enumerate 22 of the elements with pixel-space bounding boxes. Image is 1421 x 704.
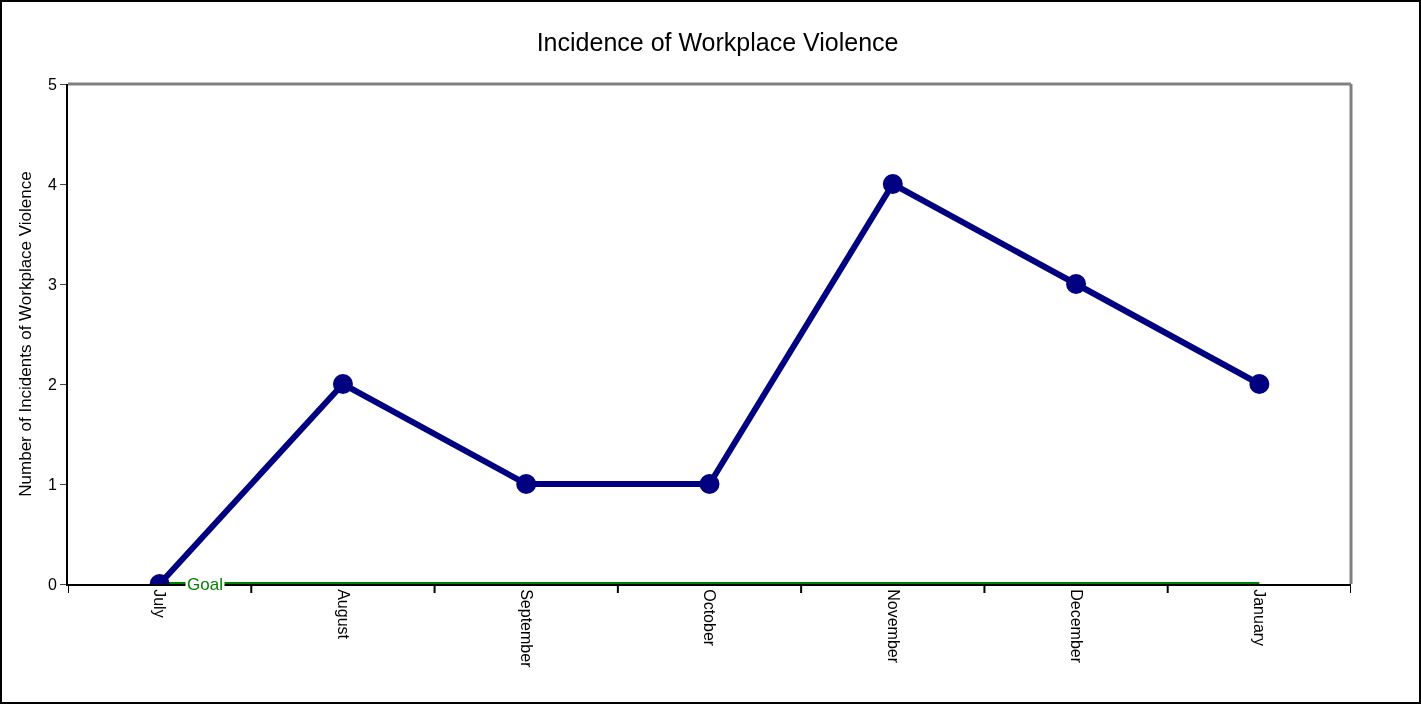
y-tick-label: 0 [47, 575, 57, 593]
y-tick-label: 2 [47, 375, 57, 393]
y-tick-label: 4 [47, 175, 57, 193]
point [699, 474, 720, 494]
x-tick-label: July [151, 589, 169, 618]
point [1066, 274, 1087, 294]
y-tick-label: 1 [47, 475, 57, 493]
y-tick-label: 3 [47, 275, 57, 293]
y-axis-title: Number of Incidents of Workplace Violence [15, 171, 35, 497]
x-tick-label: November [884, 589, 902, 664]
point [882, 174, 903, 194]
x-tick-label: December [1067, 589, 1085, 664]
point [516, 474, 537, 494]
x-tick-label: August [334, 589, 352, 640]
point [332, 374, 353, 394]
x-tick-label: September [518, 589, 536, 669]
ref-line-label: Goal [187, 575, 223, 594]
chart-title: Incidence of Workplace Violence [536, 28, 899, 56]
y-tick-label: 5 [47, 75, 57, 93]
x-tick-label: October [701, 589, 719, 647]
x-tick-label: January [1251, 589, 1269, 647]
point [1249, 374, 1270, 394]
